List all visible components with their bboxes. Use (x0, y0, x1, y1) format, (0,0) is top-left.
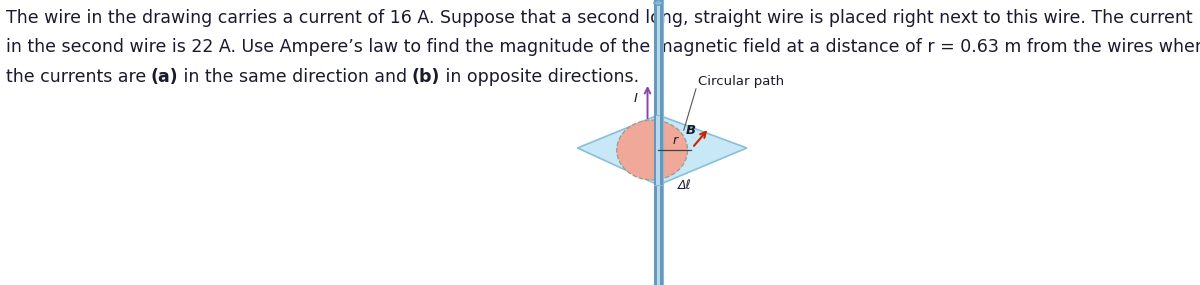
Text: r: r (673, 134, 678, 147)
Bar (654, 0, 656, 285)
Text: in the same direction and: in the same direction and (179, 68, 413, 86)
Bar (660, 115, 662, 185)
Text: Circular path: Circular path (698, 74, 785, 87)
Ellipse shape (654, 1, 662, 5)
Text: The wire in the drawing carries a current of 16 A. Suppose that a second long, s: The wire in the drawing carries a curren… (6, 9, 1193, 27)
Text: in opposite directions.: in opposite directions. (439, 68, 638, 86)
Text: Δℓ: Δℓ (678, 179, 691, 192)
Text: (a): (a) (151, 68, 179, 86)
Text: B: B (686, 124, 696, 137)
Text: in the second wire is 22 A. Use Ampere’s law to find the magnitude of the magnet: in the second wire is 22 A. Use Ampere’s… (6, 38, 1200, 56)
Text: I: I (634, 93, 637, 105)
Ellipse shape (617, 120, 688, 180)
Polygon shape (577, 115, 746, 185)
Bar (654, 115, 656, 185)
Bar (654, 0, 662, 285)
Bar (654, 115, 662, 185)
Text: the currents are: the currents are (6, 68, 152, 86)
Text: (b): (b) (412, 68, 440, 86)
Bar (660, 0, 662, 285)
